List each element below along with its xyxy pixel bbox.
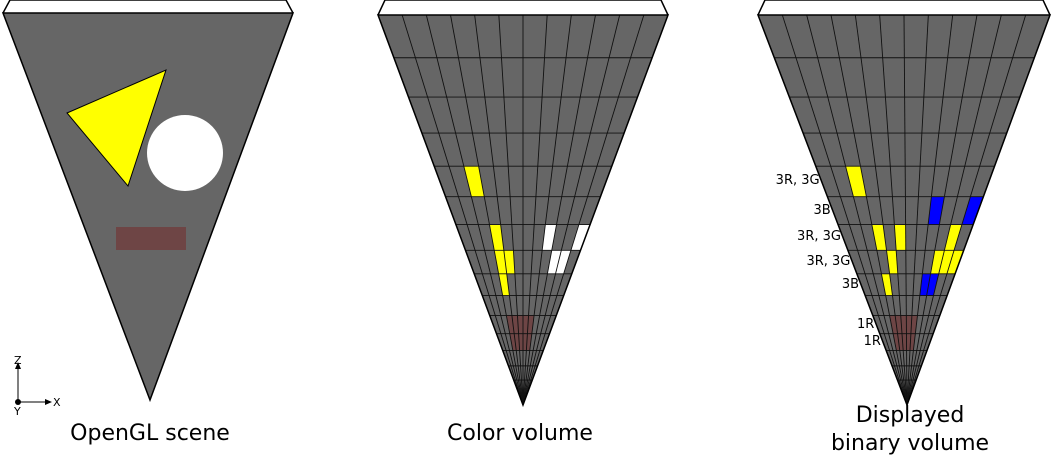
- binary-volume-panel: [756, 0, 1052, 408]
- binary-volume-brown-cell: [910, 333, 916, 351]
- color-volume-grid-col-line: [522, 14, 548, 406]
- binary-volume-grid-col-line: [906, 14, 954, 406]
- row-labels: 3R, 3G 3B 3R, 3G 3R, 3G 3B 1R 1R: [690, 0, 881, 349]
- row-label: 1R: [856, 316, 875, 332]
- color-volume-brown-cell: [523, 315, 529, 334]
- color-volume-grid-col-line: [425, 14, 524, 406]
- white-circle: [147, 115, 223, 191]
- brown-rectangle: [116, 227, 186, 250]
- axis-z-label: Z: [14, 354, 22, 367]
- binary-volume-grid-col-line: [906, 14, 1002, 406]
- axis-x-label: X: [53, 396, 61, 409]
- caption-binary-line1: Displayed: [855, 403, 965, 428]
- binary-volume-yellow-cell: [938, 250, 955, 274]
- binary-volume-frustum-outline: [756, 14, 1052, 408]
- color-volume-grid-col-line: [401, 14, 524, 406]
- binary-volume-brown-cell: [897, 333, 904, 351]
- binary-volume-brown-cell: [900, 315, 907, 334]
- binary-volume-yellow-cell: [886, 250, 898, 274]
- binary-volume-grid-col-line: [806, 14, 908, 406]
- binary-volume-yellow-cell: [946, 250, 964, 274]
- binary-volume-frustum-fill: [758, 15, 1050, 405]
- caption-binary-volume: Displayed binary volume: [790, 402, 1030, 458]
- binary-volume-grid-col-line: [906, 14, 1027, 406]
- color-volume-yellow-cell: [503, 250, 515, 274]
- color-volume-grid-col-line: [450, 14, 524, 406]
- row-label: 3R, 3G: [797, 229, 841, 245]
- color-volume-yellow-cell: [494, 250, 507, 274]
- color-volume-brown-cell: [511, 315, 519, 334]
- binary-volume-brown-cell: [906, 315, 912, 334]
- binary-volume-frustum-top-edge: [757, 0, 1051, 16]
- row-label: 3R, 3G: [806, 254, 851, 270]
- color-volume-brown-cell: [526, 333, 532, 351]
- color-volume-white-cell: [570, 224, 591, 251]
- color-volume-grid-col-line: [498, 14, 524, 406]
- color-volume-grid-col-line: [522, 14, 572, 406]
- color-volume-yellow-cell: [498, 273, 510, 296]
- color-volume-grid-col-line: [522, 14, 596, 406]
- binary-volume-blue-cell: [919, 273, 931, 296]
- row-label: 1R: [863, 334, 881, 350]
- color-volume-panel: [376, 0, 670, 408]
- binary-volume-grid-col-line: [903, 14, 908, 406]
- binary-volume-yellow-cell: [881, 273, 893, 296]
- axes-gizmo: Z X Y: [13, 354, 61, 418]
- binary-volume-grid-col-line: [781, 14, 908, 406]
- caption-color-volume: Color volume: [447, 421, 593, 446]
- opengl-scene-panel: [1, 0, 295, 403]
- binary-volume-yellow-cell: [944, 224, 962, 251]
- caption-opengl-scene: OpenGL scene: [70, 421, 230, 446]
- binary-volume-grid-col-line: [879, 14, 908, 406]
- row-label: 3B: [841, 276, 860, 292]
- color-volume-grid-col-line: [522, 14, 621, 406]
- binary-volume-grid-col-line: [906, 14, 978, 406]
- view-frustum: [1, 12, 295, 403]
- yellow-triangle: [66, 69, 167, 188]
- binary-volume-brown-cell: [895, 315, 902, 334]
- color-volume-frustum-outline: [376, 14, 670, 408]
- binary-volume-yellow-cell: [894, 224, 906, 251]
- frustum-top-edge: [2, 0, 294, 14]
- binary-volume-grid-col-line: [906, 14, 929, 406]
- binary-volume-grid-col-line: [854, 14, 908, 406]
- row-label: 3R, 3G: [775, 173, 820, 189]
- color-volume-brown-cell: [527, 315, 535, 334]
- color-volume-grid-col-line: [474, 14, 524, 406]
- color-volume-brown-cell: [517, 315, 523, 334]
- color-volume-brown-cell: [514, 333, 520, 351]
- binary-volume-grid-col-line: [830, 14, 908, 406]
- binary-volume-yellow-cell: [871, 224, 887, 251]
- color-volume-frustum-top-edge: [377, 0, 669, 16]
- caption-binary-line2: binary volume: [830, 431, 990, 456]
- row-label: 3B: [813, 202, 831, 218]
- axis-y-label: Y: [13, 405, 21, 418]
- binary-volume-blue-cell: [961, 196, 984, 225]
- binary-volume-yellow-cell: [845, 166, 867, 197]
- color-volume-grid-col-line: [522, 14, 645, 406]
- color-volume-white-cell: [555, 250, 571, 274]
- color-volume-yellow-cell: [463, 166, 485, 197]
